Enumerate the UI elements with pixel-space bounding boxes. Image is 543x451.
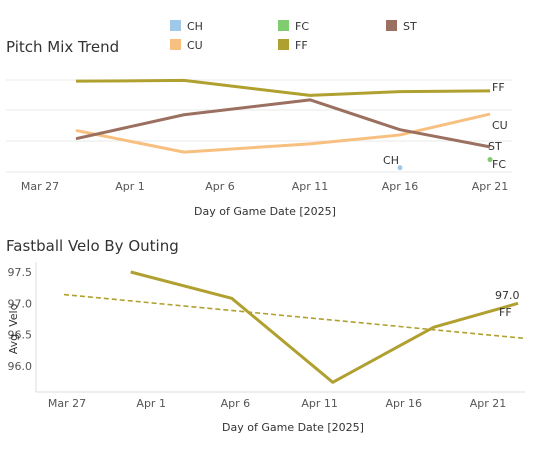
end-label-cu: CU — [492, 119, 508, 132]
x-tick-label-1: Apr 1 — [115, 180, 145, 193]
last-value-label: 97.0 — [495, 289, 520, 302]
x2-tick-label-3: Apr 11 — [301, 397, 338, 410]
x-tick-label-3: Apr 11 — [292, 180, 329, 193]
legend-swatch-ff — [278, 39, 289, 50]
x2-tick-label-0: Mar 27 — [48, 397, 86, 410]
x-tick-label-4: Apr 16 — [382, 180, 419, 193]
legend-label-fc: FC — [295, 20, 309, 33]
series-line-ff-velo — [130, 270, 519, 384]
series-line-cu — [75, 112, 491, 154]
legend-label-ch: CH — [187, 20, 203, 33]
x2-tick-label-5: Apr 21 — [470, 397, 507, 410]
y-tick-label-0: 97.5 — [8, 266, 33, 279]
legend-swatch-ch — [170, 20, 181, 31]
series-line-st — [75, 98, 491, 149]
x2-tick-label-1: Apr 1 — [136, 397, 166, 410]
x-tick-label-5: Apr 21 — [472, 180, 509, 193]
legend-label-cu: CU — [187, 39, 203, 52]
end-label-ff: FF — [492, 81, 505, 94]
legend-label-st: ST — [403, 20, 417, 33]
y-axis-title: Avg. Velo — [7, 303, 20, 354]
end-label-fc: FC — [492, 158, 506, 171]
end-label-st: ST — [488, 140, 502, 153]
y-tick-label-2: 96.5 — [8, 329, 33, 342]
x-axis-title: Day of Game Date [2025] — [194, 205, 336, 218]
trend-line — [63, 293, 526, 340]
x2-tick-label-2: Apr 6 — [221, 397, 251, 410]
x2-tick-label-4: Apr 16 — [386, 397, 423, 410]
last-series-label: FF — [499, 306, 512, 319]
legend-swatch-cu — [170, 39, 181, 50]
series-line-ff — [75, 78, 491, 97]
series-point-ch — [397, 165, 403, 171]
legend-swatch-fc — [278, 20, 289, 31]
series-point-fc — [487, 157, 493, 163]
x-tick-label-2: Apr 6 — [205, 180, 235, 193]
chart-title-pitch-mix: Pitch Mix Trend — [6, 38, 120, 56]
end-label-ch: CH — [383, 154, 399, 167]
x-tick-label-0: Mar 27 — [21, 180, 59, 193]
legend-swatch-st — [386, 20, 397, 31]
y-tick-label-3: 96.0 — [8, 360, 33, 373]
legend-label-ff: FF — [295, 39, 308, 52]
chart-title-fastball-velo: Fastball Velo By Outing — [6, 237, 179, 255]
y-tick-label-1: 97.0 — [8, 297, 33, 310]
x2-axis-title: Day of Game Date [2025] — [222, 421, 364, 434]
